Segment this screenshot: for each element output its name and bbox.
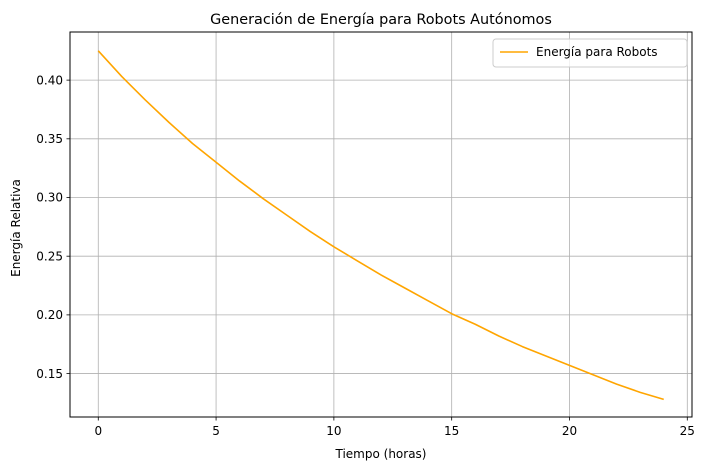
y-tick-label: 0.15 <box>36 367 63 381</box>
legend-box <box>492 38 688 68</box>
x-axis-ticks: 0 5 10 15 20 25 <box>94 417 695 438</box>
plot-frame <box>69 31 693 418</box>
x-tick-label: 5 <box>212 424 220 438</box>
y-tick-label: 0.35 <box>36 132 63 146</box>
x-tick-label: 10 <box>326 424 341 438</box>
legend: Energía para Robots <box>492 38 688 68</box>
x-axis-label: Tiempo (horas) <box>335 447 427 461</box>
x-tick-label: 0 <box>94 424 102 438</box>
grid-lines <box>70 32 692 417</box>
y-axis-ticks: 0.15 0.20 0.25 0.30 0.35 0.40 <box>36 73 70 381</box>
y-tick-label: 0.20 <box>36 308 63 322</box>
series-layer <box>97 50 664 401</box>
legend-label: Energía para Robots <box>536 45 658 59</box>
y-axis-label: Energía Relativa <box>9 179 23 277</box>
x-tick-label: 20 <box>562 424 577 438</box>
chart-title: Generación de Energía para Robots Autóno… <box>210 12 552 28</box>
y-tick-label: 0.25 <box>36 249 63 263</box>
x-tick-label: 15 <box>444 424 459 438</box>
y-tick-label: 0.30 <box>36 191 63 205</box>
series-line <box>97 50 664 401</box>
x-tick-label: 25 <box>680 424 695 438</box>
y-tick-label: 0.40 <box>36 73 63 87</box>
